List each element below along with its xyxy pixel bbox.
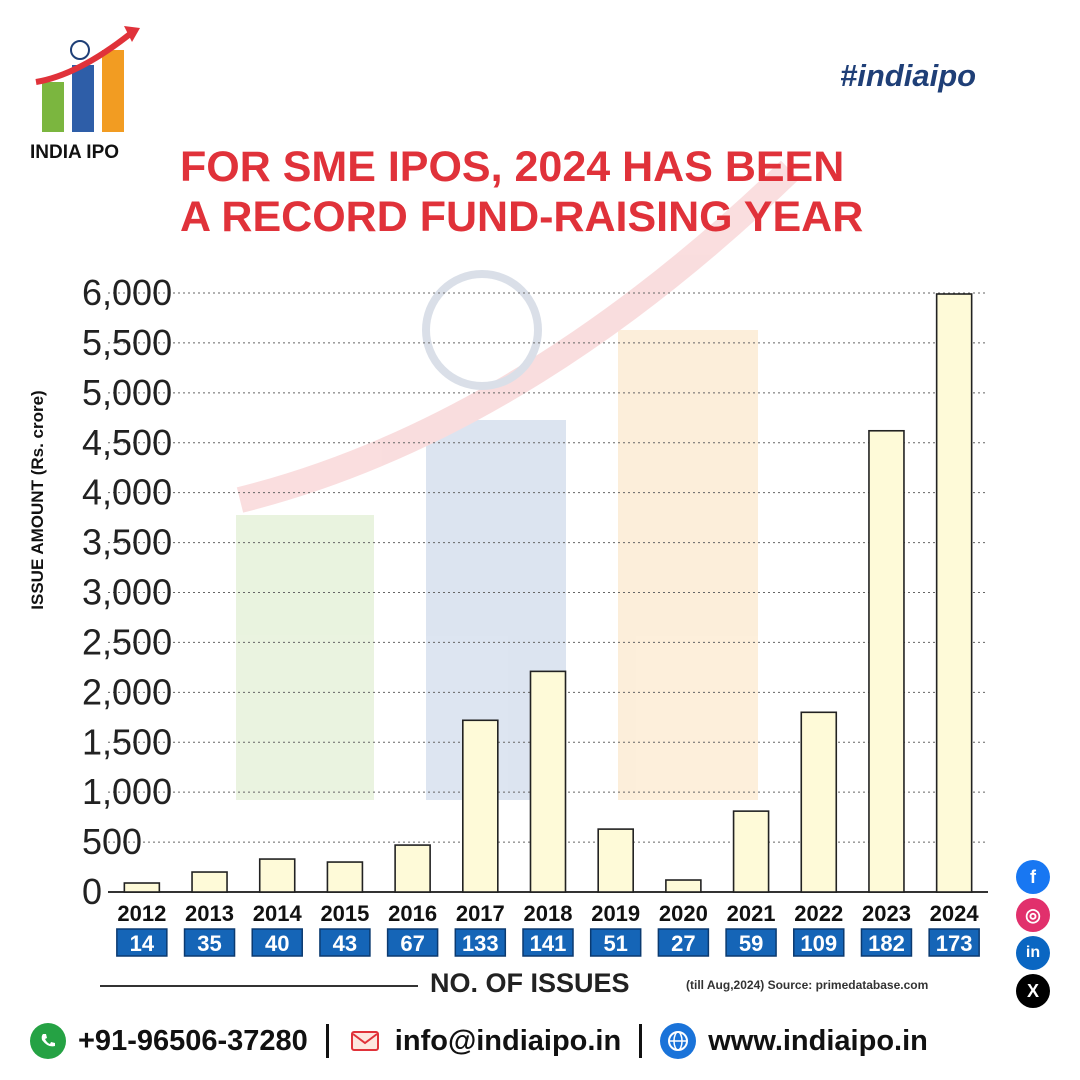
issue-count-box <box>386 928 439 957</box>
issue-count-label: 109 <box>800 931 837 956</box>
issue-count-label: 14 <box>130 931 155 956</box>
y-tick-label: 3,500 <box>82 522 172 563</box>
title-line-2: A RECORD FUND-RAISING YEAR <box>180 193 864 241</box>
x-tick-label: 2015 <box>320 901 369 926</box>
y-tick-label: 3,000 <box>82 572 172 613</box>
bar-2022 <box>800 711 838 893</box>
bar-2024 <box>935 293 973 893</box>
whatsapp-icon <box>30 1023 66 1059</box>
issue-count-label: 173 <box>936 931 973 956</box>
issue-count-label: 182 <box>868 931 905 956</box>
x-axis-label: NO. OF ISSUES <box>430 968 630 998</box>
hashtag: #indiaipo <box>840 58 977 93</box>
facebook-icon[interactable]: f <box>1016 860 1050 894</box>
issue-count-box <box>116 928 168 957</box>
issue-count-box <box>251 928 303 957</box>
issue-count-box <box>928 928 980 957</box>
issue-count-box <box>589 928 642 957</box>
issue-count-label: 35 <box>197 931 221 956</box>
issue-count-label: 133 <box>462 931 499 956</box>
issue-count-box <box>454 928 507 957</box>
logo-graphic <box>35 26 140 132</box>
x-icon[interactable]: X <box>1016 974 1050 1008</box>
issue-count-box <box>860 928 913 957</box>
y-tick-label: 2,000 <box>82 671 172 712</box>
issue-count-label: 27 <box>671 931 695 956</box>
brand-name: INDIA IPO <box>30 142 120 163</box>
x-axis-label-rule <box>100 985 418 987</box>
x-tick-label: 2023 <box>862 901 911 926</box>
y-tick-label: 4,000 <box>82 472 172 513</box>
issue-count-box <box>793 928 845 957</box>
y-tick-label: 4,500 <box>82 422 172 463</box>
bar-2017 <box>462 719 499 893</box>
issue-count-box <box>183 928 236 957</box>
bar-2019 <box>597 828 634 893</box>
bar-chart: 0 500 1,000 1,500 2,000 2,500 3,000 3,500 4,000 4… <box>82 160 988 957</box>
bar-2020 <box>665 879 702 893</box>
issue-count-box <box>657 928 710 957</box>
x-tick-label: 2021 <box>727 901 776 926</box>
email-address[interactable]: info@indiaipo.in <box>394 1024 622 1057</box>
y-tick-label: 5,000 <box>82 372 172 413</box>
bar-2012 <box>123 882 161 893</box>
x-tick-label: 2024 <box>930 901 980 926</box>
x-tick-label: 2012 <box>117 901 166 926</box>
y-tick-label: 2,500 <box>82 621 172 662</box>
globe-icon <box>660 1023 697 1059</box>
email-icon <box>346 1023 383 1059</box>
title-line-1: FOR SME IPOS, 2024 HAS BEEN <box>180 143 845 191</box>
x-tick-label: 2020 <box>659 901 708 926</box>
y-tick-label: 500 <box>82 821 142 862</box>
phone-number[interactable]: +91-96506-37280 <box>78 1024 308 1057</box>
issue-count-label: 141 <box>530 931 567 956</box>
x-tick-label: 2022 <box>794 901 843 926</box>
instagram-icon[interactable]: ◎ <box>1016 898 1050 932</box>
bar-2018 <box>529 670 567 893</box>
bar-2016 <box>394 844 431 893</box>
linkedin-icon[interactable]: in <box>1016 936 1050 970</box>
x-tick-label: 2019 <box>591 901 640 926</box>
divider <box>639 1024 643 1058</box>
website-url[interactable]: www.indiaipo.in <box>708 1024 928 1057</box>
x-tick-label: 2013 <box>185 901 234 926</box>
bar-2021 <box>732 810 770 893</box>
issue-count-box <box>522 928 574 957</box>
india-ipo-logo <box>28 20 168 180</box>
issue-count-label: 40 <box>265 931 289 956</box>
issue-count-label: 59 <box>739 931 763 956</box>
divider <box>325 1024 329 1058</box>
issue-count-label: 67 <box>400 931 424 956</box>
x-tick-label: 2018 <box>524 901 573 926</box>
x-tick-label: 2014 <box>253 901 303 926</box>
bar-2013 <box>191 871 228 893</box>
y-tick-label: 1,000 <box>82 771 172 812</box>
y-tick-label: 6,000 <box>82 272 172 313</box>
issue-count-label: 43 <box>333 931 357 956</box>
y-tick-label: 5,500 <box>82 322 172 363</box>
source-note: (till Aug,2024) Source: primedatabase.co… <box>686 978 929 992</box>
x-tick-label: 2016 <box>388 901 437 926</box>
y-tick-label: 0 <box>82 871 102 912</box>
contact-footer: +91-96506-37280 info@indiaipo.in www.ind… <box>30 1018 1060 1064</box>
bar-2023 <box>868 429 905 893</box>
watermark-graphic <box>236 160 800 800</box>
issue-count-box <box>319 928 371 957</box>
bar-2014 <box>258 858 296 893</box>
issue-count-box <box>725 928 777 957</box>
x-tick-label: 2017 <box>456 901 505 926</box>
bar-2015 <box>326 861 364 893</box>
chart-title: FOR SME IPOS, 2024 HAS BEEN A RECORD FUN… <box>180 142 980 242</box>
y-tick-label: 1,500 <box>82 721 172 762</box>
issue-count-label: 51 <box>603 931 627 956</box>
